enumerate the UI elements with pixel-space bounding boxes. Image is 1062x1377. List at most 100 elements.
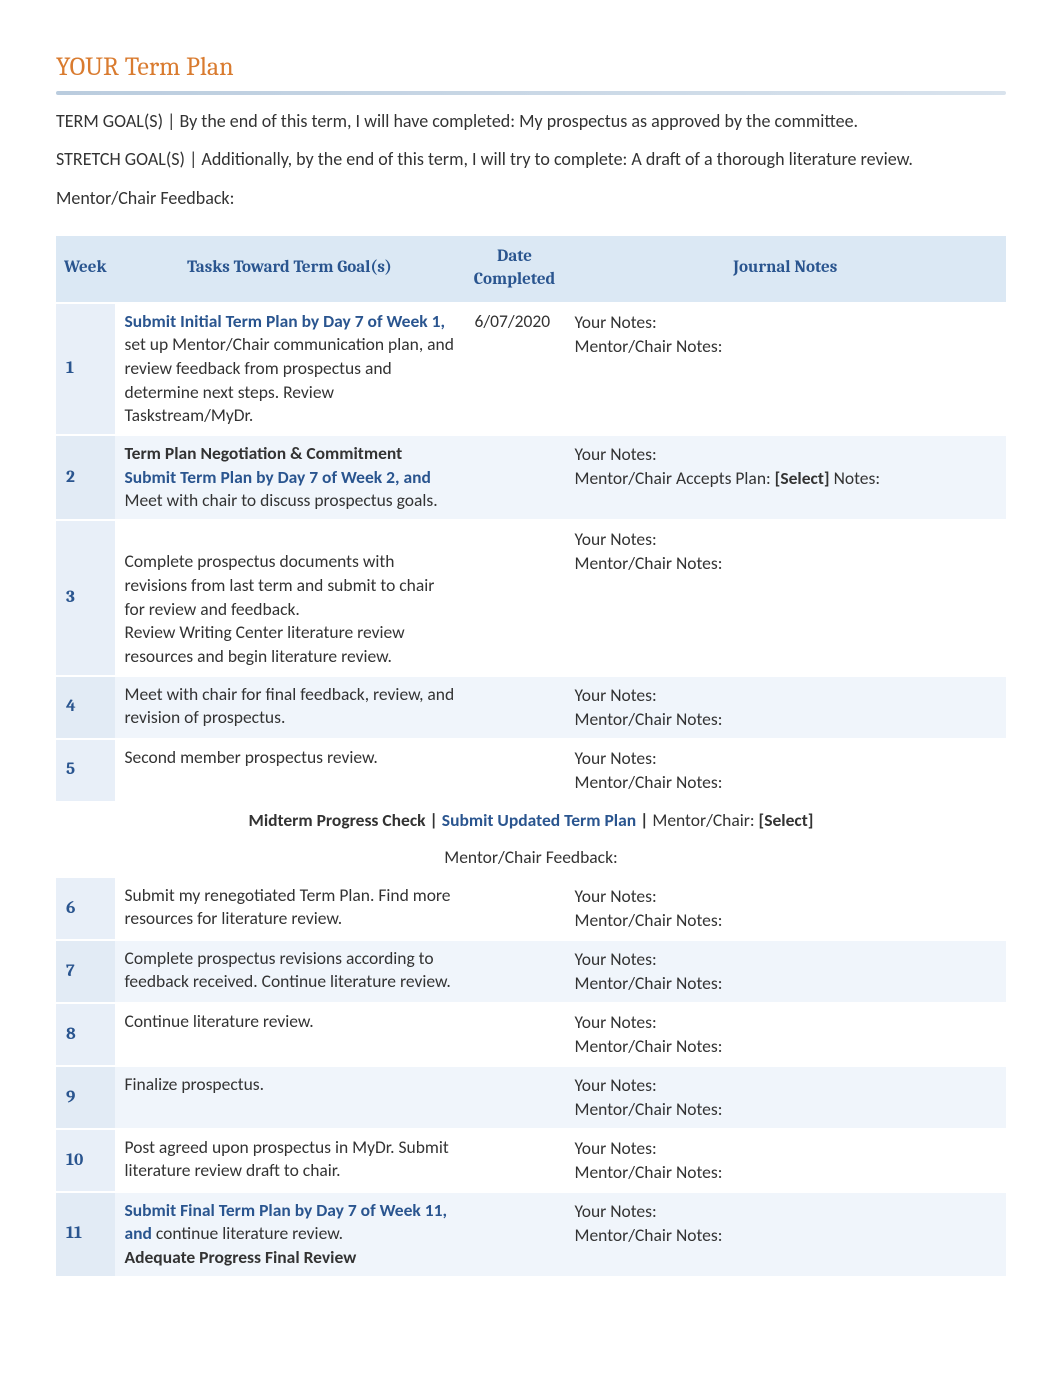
week-number: 8 bbox=[56, 1004, 115, 1065]
your-notes-label: Your Notes: bbox=[575, 1199, 997, 1224]
table-row: 5 Second member prospectus review. Your … bbox=[56, 740, 1006, 801]
notes-cell: Your Notes: Mentor/Chair Notes: bbox=[565, 740, 1007, 801]
notes-cell: Your Notes: Mentor/Chair Accepts Plan: [… bbox=[565, 436, 1007, 519]
week-number: 1 bbox=[56, 304, 115, 434]
header-week: Week bbox=[56, 236, 115, 302]
task-cell: Continue literature review. bbox=[115, 1004, 465, 1065]
mentor-accepts-line: Mentor/Chair Accepts Plan: [Select] Note… bbox=[575, 466, 997, 491]
date-cell bbox=[465, 436, 565, 519]
header-date: Date Completed bbox=[465, 236, 565, 302]
midterm-feedback-label: Mentor/Chair Feedback: bbox=[56, 840, 1006, 876]
task-cell: Second member prospectus review. bbox=[115, 740, 465, 801]
mentor-notes-label: Mentor/Chair Notes: bbox=[575, 1097, 997, 1122]
header-tasks: Tasks Toward Term Goal(s) bbox=[115, 236, 465, 302]
header-notes: Journal Notes bbox=[565, 236, 1007, 302]
page-title: YOUR Term Plan bbox=[56, 50, 1006, 85]
notes-cell: Your Notes: Mentor/Chair Notes: bbox=[565, 1067, 1007, 1128]
task-bold-blue: Submit Initial Term Plan by Day 7 of Wee… bbox=[125, 310, 446, 332]
task-cell: Submit my renegotiated Term Plan. Find m… bbox=[115, 878, 465, 939]
mentor-notes-label: Mentor/Chair Notes: bbox=[575, 334, 997, 359]
task-text: Continue literature review. bbox=[125, 1010, 314, 1032]
task-text: set up Mentor/Chair communication plan, … bbox=[125, 333, 454, 426]
task-text: Second member prospectus review. bbox=[125, 746, 378, 768]
mentor-notes-label: Mentor/Chair Notes: bbox=[575, 1160, 997, 1185]
date-cell bbox=[465, 1067, 565, 1128]
table-row: 9 Finalize prospectus. Your Notes: Mento… bbox=[56, 1067, 1006, 1128]
your-notes-label: Your Notes: bbox=[575, 1136, 997, 1161]
term-goal-label: TERM GOAL(S) | By the end of this term, … bbox=[56, 110, 519, 132]
notes-cell: Your Notes: Mentor/Chair Notes: bbox=[565, 1130, 1007, 1191]
date-cell bbox=[465, 677, 565, 738]
stretch-goal-label: STRETCH GOAL(S) | Additionally, by the e… bbox=[56, 148, 631, 170]
week-number: 3 bbox=[56, 521, 115, 675]
notes-cell: Your Notes: Mentor/Chair Notes: bbox=[565, 521, 1007, 675]
task-cell: Complete prospectus documents with revis… bbox=[115, 521, 465, 675]
date-cell bbox=[465, 1193, 565, 1276]
title-divider bbox=[56, 91, 1006, 95]
task-bold-black: Adequate Progress Final Review bbox=[125, 1246, 455, 1270]
task-text: Submit my renegotiated Term Plan. Find m… bbox=[125, 884, 451, 930]
select-placeholder[interactable]: [Select] bbox=[759, 809, 814, 831]
week-number: 10 bbox=[56, 1130, 115, 1191]
select-placeholder[interactable]: [Select] bbox=[775, 467, 830, 489]
week-number: 11 bbox=[56, 1193, 115, 1276]
midterm-feedback-row: Mentor/Chair Feedback: bbox=[56, 840, 1006, 876]
mentor-notes-label: Mentor/Chair Notes: bbox=[575, 1223, 997, 1248]
mentor-notes-label: Mentor/Chair Notes: bbox=[575, 770, 997, 795]
table-row: 6 Submit my renegotiated Term Plan. Find… bbox=[56, 878, 1006, 939]
notes-cell: Your Notes: Mentor/Chair Notes: bbox=[565, 1004, 1007, 1065]
your-notes-label: Your Notes: bbox=[575, 310, 997, 335]
week-number: 4 bbox=[56, 677, 115, 738]
week-number: 5 bbox=[56, 740, 115, 801]
task-cell: Finalize prospectus. bbox=[115, 1067, 465, 1128]
task-text: Complete prospectus revisions according … bbox=[125, 947, 451, 993]
week-number: 2 bbox=[56, 436, 115, 519]
table-row: 3 Complete prospectus documents with rev… bbox=[56, 521, 1006, 675]
notes-cell: Your Notes: Mentor/Chair Notes: bbox=[565, 1193, 1007, 1276]
term-plan-table: Week Tasks Toward Term Goal(s) Date Comp… bbox=[56, 234, 1006, 1278]
task-text: Finalize prospectus. bbox=[125, 1073, 265, 1095]
midterm-progress-label: Midterm Progress Check bbox=[249, 809, 426, 831]
table-row: 7 Complete prospectus revisions accordin… bbox=[56, 941, 1006, 1002]
notes-cell: Your Notes: Mentor/Chair Notes: bbox=[565, 878, 1007, 939]
your-notes-label: Your Notes: bbox=[575, 947, 997, 972]
pipe: | bbox=[636, 809, 652, 831]
task-bold-black: Term Plan Negotiation & Commitment bbox=[125, 442, 455, 466]
midterm-mentor-prefix: Mentor/Chair: bbox=[652, 809, 758, 831]
table-row: 4 Meet with chair for final feedback, re… bbox=[56, 677, 1006, 738]
date-cell bbox=[465, 740, 565, 801]
your-notes-label: Your Notes: bbox=[575, 442, 997, 467]
notes-cell: Your Notes: Mentor/Chair Notes: bbox=[565, 304, 1007, 434]
table-header-row: Week Tasks Toward Term Goal(s) Date Comp… bbox=[56, 236, 1006, 302]
date-cell bbox=[465, 521, 565, 675]
term-goal-line: TERM GOAL(S) | By the end of this term, … bbox=[56, 109, 1006, 133]
table-row: 10 Post agreed upon prospectus in MyDr. … bbox=[56, 1130, 1006, 1191]
stretch-goal-line: STRETCH GOAL(S) | Additionally, by the e… bbox=[56, 147, 1006, 171]
your-notes-label: Your Notes: bbox=[575, 746, 997, 771]
mentor-notes-label: Mentor/Chair Notes: bbox=[575, 908, 997, 933]
table-row: 2 Term Plan Negotiation & Commitment Sub… bbox=[56, 436, 1006, 519]
task-cell: Submit Initial Term Plan by Day 7 of Wee… bbox=[115, 304, 465, 434]
task-text: Meet with chair to discuss prospectus go… bbox=[125, 489, 455, 513]
task-text: continue literature review. bbox=[152, 1222, 343, 1244]
date-cell bbox=[465, 941, 565, 1002]
task-text: Meet with chair for final feedback, revi… bbox=[125, 683, 455, 729]
your-notes-label: Your Notes: bbox=[575, 527, 997, 552]
mentor-suffix: Notes: bbox=[830, 467, 880, 489]
week-number: 7 bbox=[56, 941, 115, 1002]
stretch-goal-value: A draft of a thorough literature review. bbox=[631, 148, 912, 170]
date-cell bbox=[465, 878, 565, 939]
your-notes-label: Your Notes: bbox=[575, 1073, 997, 1098]
task-cell: Term Plan Negotiation & Commitment Submi… bbox=[115, 436, 465, 519]
mentor-feedback-label: Mentor/Chair Feedback: bbox=[56, 186, 1006, 210]
your-notes-label: Your Notes: bbox=[575, 884, 997, 909]
task-text: Post agreed upon prospectus in MyDr. Sub… bbox=[125, 1136, 449, 1182]
midterm-submit-label: Submit Updated Term Plan bbox=[442, 809, 636, 831]
midterm-row: Midterm Progress Check | Submit Updated … bbox=[56, 803, 1006, 839]
mentor-notes-label: Mentor/Chair Notes: bbox=[575, 551, 997, 576]
your-notes-label: Your Notes: bbox=[575, 683, 997, 708]
task-cell: Complete prospectus revisions according … bbox=[115, 941, 465, 1002]
mentor-notes-label: Mentor/Chair Notes: bbox=[575, 707, 997, 732]
task-text: Complete prospectus documents with revis… bbox=[125, 550, 435, 667]
pipe: | bbox=[426, 809, 442, 831]
